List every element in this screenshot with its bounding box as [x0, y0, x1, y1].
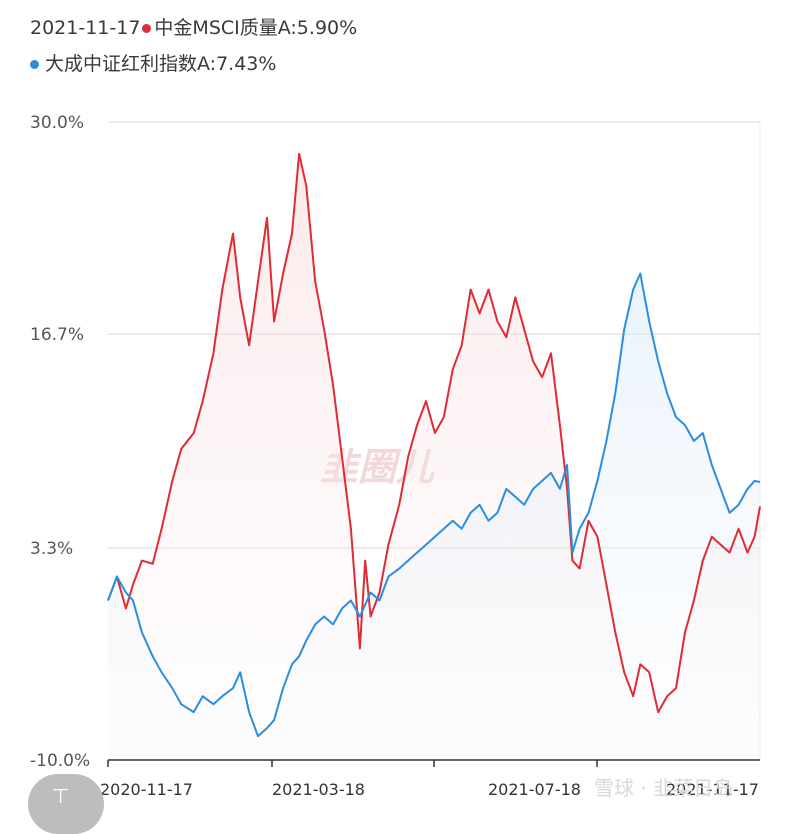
y-tick-label: -10.0% — [30, 751, 90, 771]
legend-row-1: 2021-11-17 中金MSCI质量A:5.90% — [30, 10, 357, 46]
x-tick-label: 2020-11-17 — [100, 780, 193, 799]
x-tick-label: 2021-07-18 — [488, 780, 581, 799]
x-tick-label: 2021-03-18 — [272, 780, 365, 799]
y-tick-labels: 30.0% 16.7% 3.3% -10.0% — [30, 113, 90, 771]
series2-dot-icon — [30, 59, 39, 69]
legend-series2-label: 大成中证红利指数A:7.43% — [45, 53, 277, 75]
series-lines — [107, 152, 761, 738]
x-axis — [107, 759, 760, 767]
x-tick-labels: 2020-11-17 2021-03-18 2021-07-18 2021-11-17 — [100, 780, 759, 799]
x-tick-label: 2021-11-17 — [666, 780, 759, 799]
legend-row-2: 大成中证红利指数A:7.43% — [30, 46, 357, 82]
y-tick-label: 3.3% — [30, 539, 73, 559]
series-areas — [108, 153, 760, 760]
legend-date: 2021-11-17 — [30, 17, 141, 39]
series1-dot-icon — [142, 23, 152, 33]
arrow-up-icon: ⊤ — [52, 784, 70, 808]
legend-series1-label: 中金MSCI质量A:5.90% — [154, 17, 358, 39]
y-tick-label: 16.7% — [30, 325, 84, 345]
line-chart: 韭圈儿 30.0%16.7%3.3%-10.0% 2020-11-17 2021-… — [30, 113, 761, 799]
series-line-2 — [107, 272, 761, 738]
legend: 2021-11-17 中金MSCI质量A:5.90% 大成中证红利指数A:7.4… — [30, 10, 357, 82]
series-area-2 — [108, 273, 760, 760]
series-line-1 — [107, 152, 761, 714]
source-credit: 雪球 · 韭菜日岛 — [594, 776, 734, 800]
y-tick-label: 30.0% — [30, 113, 84, 133]
